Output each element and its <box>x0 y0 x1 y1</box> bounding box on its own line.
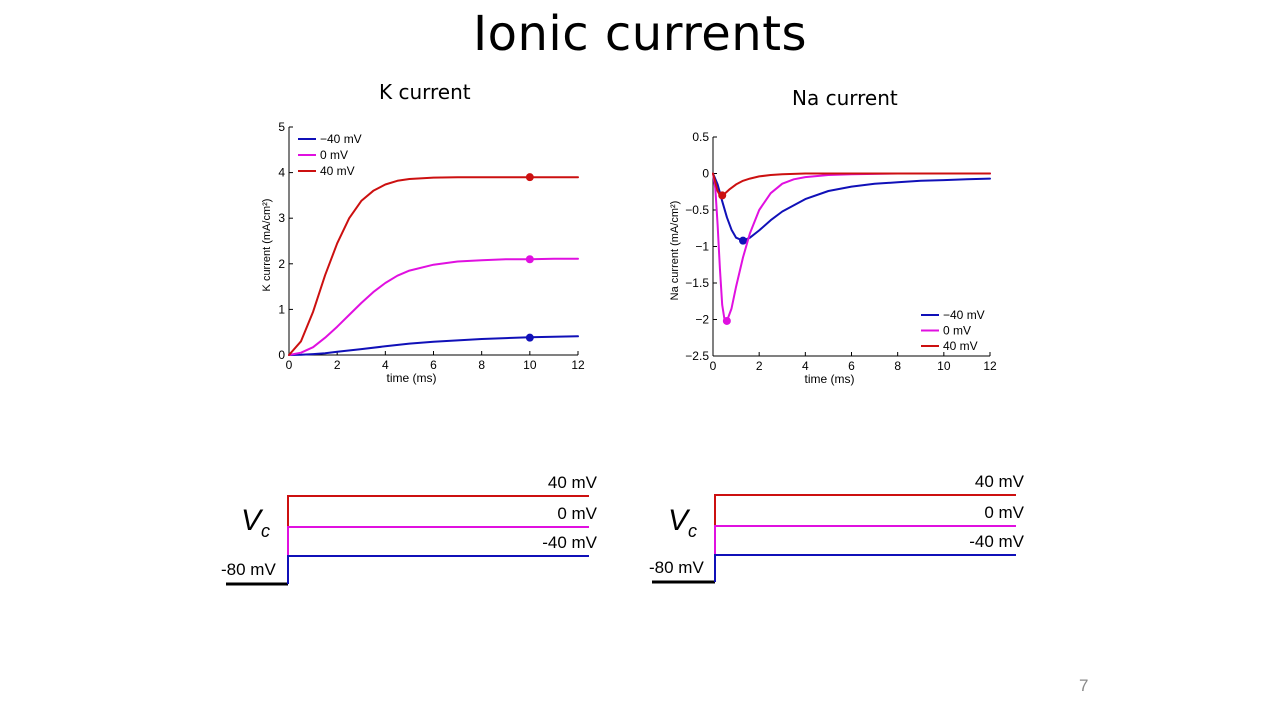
k-series-marker-0 <box>525 333 534 342</box>
na-legend-label-1: 0 mV <box>943 324 971 338</box>
na-series-marker-0 <box>739 236 748 245</box>
k-legend-label-2: 40 mV <box>320 164 355 178</box>
k-series-line-2 <box>288 176 579 356</box>
na-legend-label-2: 40 mV <box>943 339 978 353</box>
na-vc-symbol: Vc <box>668 504 697 541</box>
na-y-axis-label: Na current (mA/cm²) <box>669 201 681 301</box>
na-x-tick-label: 0 <box>710 359 717 373</box>
k-x-tick-label: 4 <box>382 358 389 372</box>
k-y-tick-label: 5 <box>278 120 285 134</box>
na-step-label-1: 0 mV <box>984 503 1024 522</box>
na-y-tick-label: 0.5 <box>692 130 709 144</box>
na-step-label-2: -40 mV <box>969 532 1024 551</box>
k-holding-label: -80 mV <box>221 560 276 579</box>
na-x-tick-label: 2 <box>756 359 763 373</box>
na-series-line-0 <box>712 172 991 242</box>
k-x-tick-label: 8 <box>478 358 485 372</box>
na-y-tick-label: −2 <box>695 313 709 327</box>
page-number: 7 <box>1079 676 1089 695</box>
k-series-marker-1 <box>525 255 534 264</box>
na-x-axis-label: time (ms) <box>805 372 855 386</box>
na-series-line-1 <box>712 172 991 322</box>
k-x-tick-label: 12 <box>571 358 585 372</box>
k-y-tick-label: 3 <box>278 211 285 225</box>
na-legend-label-0: −40 mV <box>943 308 985 322</box>
na-step-label-0: 40 mV <box>975 472 1025 491</box>
k-step-line-2 <box>287 555 589 584</box>
k-step-label-1: 0 mV <box>557 504 597 523</box>
na-vc-symbol-main: V <box>668 504 691 537</box>
na-y-tick-label: −1.5 <box>685 276 709 290</box>
na-y-tick-label: 0 <box>702 167 709 181</box>
k-x-axis-label: time (ms) <box>387 371 437 385</box>
k-vc-symbol-subscript: c <box>261 521 270 541</box>
na-x-tick-label: 12 <box>983 359 997 373</box>
na-y-tick-label: −0.5 <box>685 203 709 217</box>
k-vc-symbol-main: V <box>241 504 264 537</box>
k-voltage-protocol: 40 mV 0 mV -40 mV -80 mV Vc <box>221 473 598 586</box>
k-x-tick-label: 10 <box>523 358 537 372</box>
na-x-tick-label: 8 <box>894 359 901 373</box>
na-step-line-2 <box>714 554 1016 582</box>
k-y-axis-label: K current (mA/cm²) <box>261 199 273 292</box>
na-x-tick-label: 6 <box>848 359 855 373</box>
na-x-tick-label: 10 <box>937 359 951 373</box>
na-current-chart: 0 2 4 6 8 10 12 0.5 0 −0.5 −1 −1.5 −2 −2.5 time (ms) Na… <box>669 130 997 386</box>
k-step-label-0: 40 mV <box>548 473 598 492</box>
na-y-tick-label: −2.5 <box>685 349 709 363</box>
k-legend-label-1: 0 mV <box>320 148 348 162</box>
na-y-tick-label: −1 <box>695 240 709 254</box>
k-y-tick-label: 0 <box>278 348 285 362</box>
na-series-marker-1 <box>722 316 731 325</box>
k-series-line-1 <box>288 257 579 356</box>
slide-title: Ionic currents <box>472 6 808 62</box>
na-chart-title: Na current <box>792 86 898 110</box>
na-series-line-2 <box>712 172 991 197</box>
k-x-tick-label: 6 <box>430 358 437 372</box>
k-y-tick-label: 4 <box>278 166 285 180</box>
k-vc-symbol: Vc <box>241 504 270 541</box>
na-vc-symbol-subscript: c <box>688 521 697 541</box>
k-x-tick-label: 2 <box>334 358 341 372</box>
k-step-label-2: -40 mV <box>542 533 597 552</box>
k-chart-title: K current <box>379 80 471 104</box>
na-x-tick-label: 4 <box>802 359 809 373</box>
na-holding-label: -80 mV <box>649 558 704 577</box>
k-x-tick-label: 0 <box>286 358 293 372</box>
k-y-tick-label: 2 <box>278 257 285 271</box>
k-y-tick-label: 1 <box>278 302 285 316</box>
na-series-marker-2 <box>718 191 727 200</box>
k-series-line-0 <box>288 335 579 356</box>
k-series-marker-2 <box>525 173 534 182</box>
na-voltage-protocol: 40 mV 0 mV -40 mV -80 mV Vc <box>649 472 1025 584</box>
k-legend-label-0: −40 mV <box>320 132 362 146</box>
